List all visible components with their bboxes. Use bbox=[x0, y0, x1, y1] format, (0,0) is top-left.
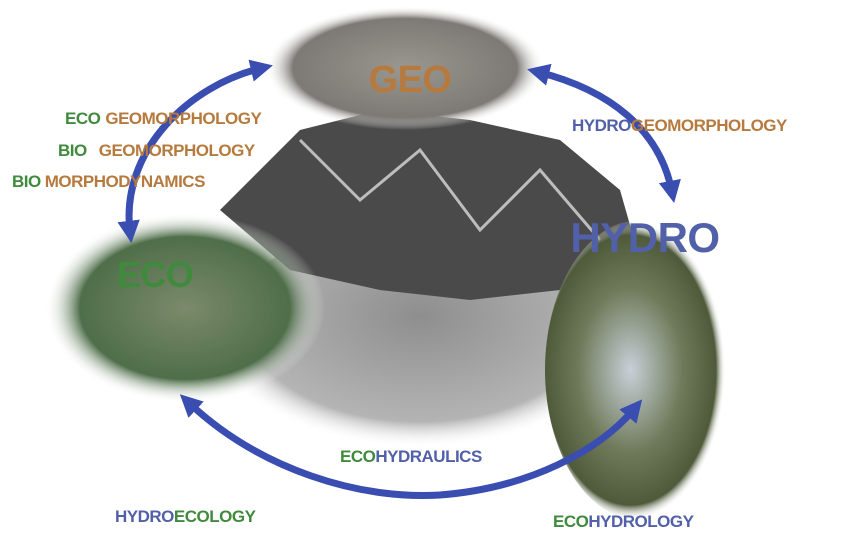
arrow bbox=[527, 63, 681, 203]
node-label: HYDRO bbox=[570, 214, 719, 261]
suffix: HYDROLOGY bbox=[588, 512, 694, 531]
prefix: BIO bbox=[58, 141, 87, 160]
forest bbox=[45, 213, 325, 403]
suffix: HYDRAULICS bbox=[375, 447, 482, 466]
suffix: GEOMORPHOLOGY bbox=[99, 141, 256, 160]
river bbox=[545, 220, 735, 520]
link-label: BIO MORPHODYNAMICS bbox=[12, 172, 205, 191]
link-label: ECOHYDRAULICS bbox=[340, 447, 482, 466]
prefix: ECO bbox=[553, 512, 589, 531]
prefix: HYDRO bbox=[115, 507, 174, 526]
link-label: ECO GEOMORPHOLOGY bbox=[65, 109, 262, 128]
link-label: ECOHYDROLOGY bbox=[553, 512, 695, 531]
prefix: ECO bbox=[65, 109, 101, 128]
gravel bbox=[265, 6, 545, 130]
arrow bbox=[179, 394, 643, 500]
link-label: HYDROGEOMORPHOLOGY bbox=[572, 116, 788, 135]
prefix: ECO bbox=[340, 447, 376, 466]
suffix: MORPHODYNAMICS bbox=[45, 172, 205, 191]
arrow bbox=[117, 59, 273, 244]
suffix: GEOMORPHOLOGY bbox=[631, 116, 788, 135]
suffix: GEOMORPHOLOGY bbox=[105, 109, 262, 128]
node-label: GEO bbox=[369, 59, 452, 101]
prefix: HYDRO bbox=[572, 116, 631, 135]
link-label: BIO GEOMORPHOLOGY bbox=[58, 141, 256, 160]
suffix: ECOLOGY bbox=[174, 507, 257, 526]
node-label: ECO bbox=[117, 254, 194, 295]
prefix: BIO bbox=[12, 172, 41, 191]
link-label: HYDROECOLOGY bbox=[115, 507, 257, 526]
